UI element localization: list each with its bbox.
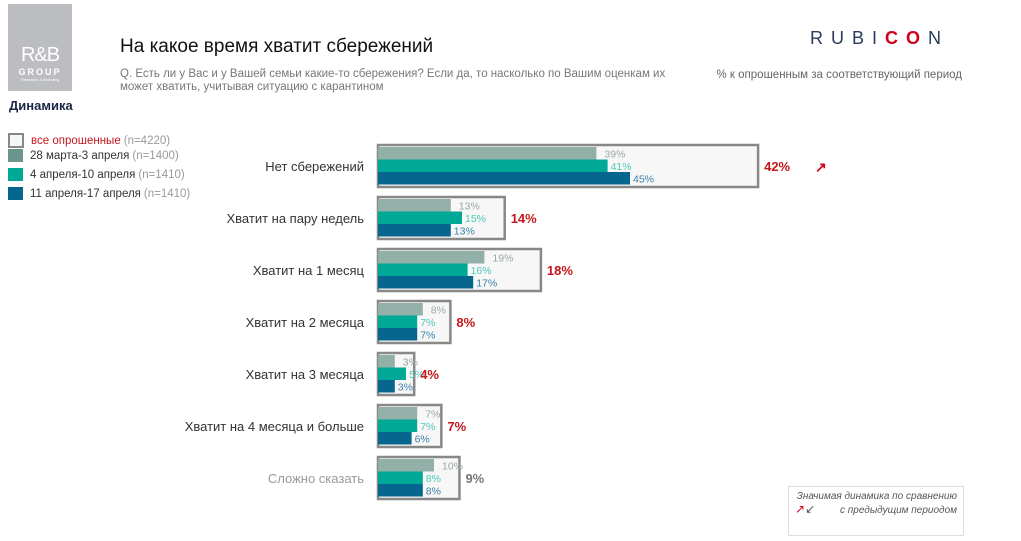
page-title: На какое время хватит сбережений (120, 36, 434, 57)
bar-value-label: 3% (398, 382, 413, 394)
total-value-label: 7% (447, 419, 466, 434)
legend-item: 28 марта-3 апреля (n=1400) (8, 149, 179, 162)
total-value-label: 18% (547, 263, 573, 278)
category-label: Хватит на 3 месяца (246, 367, 365, 382)
logo-text: R&B (20, 44, 60, 66)
category-label: Хватит на 4 месяца и больше (185, 419, 364, 434)
section-label: Динамика (9, 98, 73, 113)
category-label: Хватит на 2 месяца (246, 315, 365, 330)
bar (378, 367, 406, 380)
bar (378, 263, 468, 276)
legend-swatch (8, 133, 24, 148)
bar-value-label: 6% (415, 434, 430, 446)
total-value-label: 42% (764, 159, 790, 174)
bar-value-label: 41% (611, 161, 632, 173)
bar (378, 251, 485, 264)
bar-value-label: 13% (454, 226, 475, 238)
bar (378, 484, 423, 497)
total-value-label: 4% (420, 367, 439, 382)
total-value-label: 14% (511, 211, 537, 226)
bar (378, 303, 423, 316)
rubicon-logo: RUBICON (810, 28, 950, 48)
category-label: Хватит на 1 месяц (253, 263, 365, 278)
legend-swatch (8, 149, 23, 162)
bar (378, 355, 395, 368)
logo-text: Research & Branding (20, 77, 60, 82)
bar (378, 147, 597, 160)
bar-value-label: 17% (476, 278, 497, 290)
bar (378, 315, 418, 328)
bar (378, 328, 418, 341)
bar (378, 224, 451, 237)
total-value-label: 9% (465, 471, 484, 486)
arrow-up-right-icon: ↗ (815, 159, 827, 175)
bar (378, 380, 395, 393)
legend-swatch (8, 187, 23, 200)
bar (378, 459, 434, 472)
legend-item: все опрошенные (n=4220) (8, 133, 170, 148)
logo-text: GROUP (18, 67, 62, 77)
bar-value-label: 45% (633, 174, 654, 186)
bar-value-label: 15% (465, 213, 486, 225)
bar-value-label: 7% (420, 317, 435, 329)
bar (378, 471, 423, 484)
category-label: Хватит на пару недель (226, 211, 364, 226)
bar-value-label: 8% (426, 473, 441, 485)
unit-note: % к опрошенным за соответствующий период (716, 69, 962, 81)
bar (378, 159, 608, 172)
bar-value-label: 5% (409, 369, 424, 381)
bar-value-label: 39% (604, 149, 625, 161)
bar-value-label: 13% (459, 201, 480, 213)
bar (378, 419, 418, 432)
bar (378, 407, 418, 420)
bar (378, 276, 474, 289)
bar-value-label: 3% (403, 357, 418, 369)
bar (378, 199, 451, 212)
legend-swatch (8, 168, 23, 181)
bar-value-label: 8% (431, 305, 446, 317)
legend-item: 11 апреля-17 апреля (n=1410) (8, 187, 190, 200)
significance-arrows-icon: ↗↙ (795, 502, 816, 516)
bar-value-label: 10% (442, 461, 463, 473)
bar (378, 172, 630, 185)
bar (378, 432, 412, 445)
category-label: Нет сбережений (265, 159, 364, 174)
significance-note: ↗↙ Значимая динамика по сравнению с пред… (788, 486, 964, 536)
bar-value-label: 7% (420, 421, 435, 433)
bar-value-label: 19% (492, 253, 513, 265)
bar-value-label: 16% (471, 265, 492, 277)
bar-value-label: 7% (420, 330, 435, 342)
bar (378, 211, 462, 224)
bar-value-label: 7% (425, 409, 440, 421)
legend-item: 4 апреля-10 апреля (n=1410) (8, 168, 185, 181)
rb-group-logo: R&B GROUP Research & Branding (8, 4, 72, 91)
total-value-label: 8% (456, 315, 475, 330)
bar-value-label: 8% (426, 486, 441, 498)
question-text: Q. Есть ли у Вас и у Вашей семьи какие-т… (120, 68, 666, 93)
category-label: Сложно сказать (268, 471, 364, 486)
